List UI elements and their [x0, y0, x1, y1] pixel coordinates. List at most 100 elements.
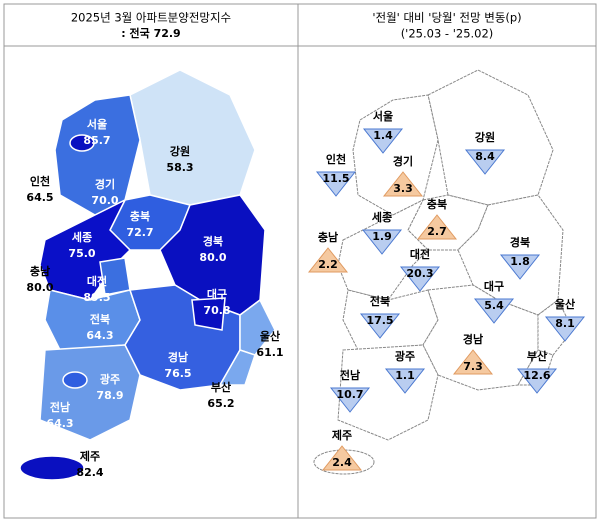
change-value: 1.9	[372, 230, 392, 243]
region-name: 제주	[80, 449, 100, 463]
region-value: 80.0	[26, 281, 53, 294]
region-value: 64.3	[46, 417, 73, 430]
left-title: 2025년 3월 아파트분양전망지수	[71, 11, 231, 25]
region-name: 전북	[370, 294, 390, 308]
region-value: 78.9	[96, 389, 123, 402]
region-name: 경남	[168, 350, 188, 364]
region-name: 세종	[372, 210, 392, 224]
region-name: 제주	[332, 428, 352, 442]
region-name: 대전	[87, 274, 107, 288]
change-value: 1.1	[395, 369, 415, 382]
region-name: 인천	[30, 174, 50, 188]
region-value: 72.7	[126, 226, 153, 239]
up-triangle	[452, 349, 494, 375]
change-value: 20.3	[406, 267, 433, 280]
region	[69, 134, 95, 152]
region-value: 61.1	[256, 346, 283, 359]
region-name: 전북	[90, 312, 110, 326]
region-name: 경북	[510, 235, 530, 249]
change-value: 12.6	[523, 369, 550, 382]
region-name: 서울	[373, 109, 393, 123]
region-name: 충북	[130, 209, 150, 223]
region-name: 경북	[203, 234, 223, 248]
region	[191, 297, 226, 331]
region	[239, 298, 276, 356]
region-name: 강원	[170, 144, 190, 158]
down-triangle	[384, 368, 426, 394]
region-value: 80.0	[199, 251, 226, 264]
region-name: 울산	[555, 297, 575, 311]
region-value: 82.4	[76, 466, 103, 479]
region	[62, 371, 88, 389]
change-value: 2.4	[332, 456, 352, 469]
region-name: 세종	[72, 230, 92, 244]
region	[218, 349, 256, 386]
region-name: 울산	[260, 329, 280, 343]
change-value: 10.7	[336, 388, 363, 401]
region-name: 광주	[100, 373, 120, 386]
region-name: 대구	[484, 279, 504, 293]
region	[19, 455, 85, 481]
change-value: 1.4	[373, 129, 393, 142]
region-value: 85.7	[83, 134, 110, 147]
frame	[3, 3, 597, 519]
region-name: 대구	[207, 287, 227, 301]
region-value: 64.5	[26, 191, 53, 204]
region-name: 대전	[410, 247, 430, 261]
up-triangle	[307, 247, 349, 273]
region-value: 64.3	[86, 329, 113, 342]
region-name: 부산	[211, 380, 231, 394]
right-subtitle: ('25.03 - '25.02)	[401, 27, 494, 41]
change-value: 8.4	[475, 150, 495, 163]
region	[129, 69, 256, 206]
up-triangle	[382, 171, 424, 197]
up-triangle	[416, 214, 458, 240]
down-triangle	[315, 171, 357, 197]
region-name: 충남	[30, 264, 50, 278]
region	[39, 344, 141, 441]
region-value: 58.3	[166, 161, 193, 174]
region-name: 경기	[95, 177, 115, 191]
region-name: 인천	[326, 152, 346, 166]
left-map	[19, 69, 276, 481]
change-value: 7.3	[463, 360, 483, 373]
down-triangle	[499, 254, 541, 280]
down-triangle	[464, 149, 506, 175]
down-triangle	[361, 229, 403, 255]
region-name: 강원	[475, 130, 495, 144]
region-name: 충남	[318, 230, 338, 244]
right-title: '전월' 대비 '당월' 전망 변동(p)	[372, 11, 521, 25]
change-value: 17.5	[366, 314, 393, 327]
region-value: 70.8	[203, 304, 230, 317]
region-name: 전남	[340, 368, 360, 382]
change-value: 2.7	[427, 225, 447, 238]
change-value: 5.4	[484, 299, 504, 312]
change-value: 3.3	[393, 182, 413, 195]
down-triangle	[329, 387, 371, 413]
region-name: 부산	[527, 349, 547, 363]
region-value: 75.0	[68, 247, 95, 260]
change-value: 8.1	[555, 317, 575, 330]
region-name: 전남	[50, 400, 70, 414]
left-subtitle: : 전국 72.9	[121, 26, 180, 40]
region-name: 서울	[87, 117, 107, 131]
down-triangle	[544, 316, 586, 342]
down-triangle	[399, 266, 441, 292]
change-value: 11.5	[322, 172, 349, 185]
down-triangle	[359, 313, 401, 339]
region-value: 76.5	[164, 367, 191, 380]
up-triangle	[321, 445, 363, 471]
change-value: 1.8	[510, 255, 530, 268]
region-value: 89.5	[83, 291, 110, 304]
down-triangle	[516, 368, 558, 394]
region-value: 65.2	[207, 397, 234, 410]
region-name: 경기	[393, 154, 413, 168]
down-triangle	[473, 298, 515, 324]
region-name: 충북	[427, 197, 447, 211]
region-value: 70.0	[91, 194, 118, 207]
change-value: 2.2	[318, 258, 338, 271]
right-map	[313, 69, 574, 475]
down-triangle	[362, 128, 404, 154]
region-name: 광주	[395, 350, 415, 363]
